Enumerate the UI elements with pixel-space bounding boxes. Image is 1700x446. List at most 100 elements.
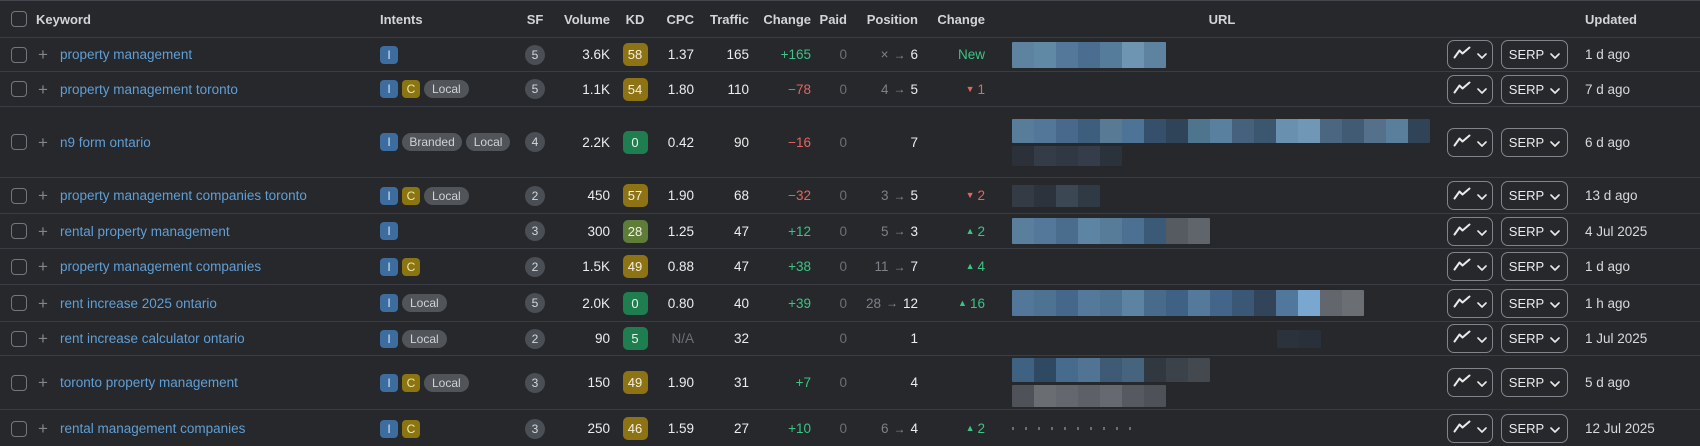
chevron-down-icon [1550, 375, 1561, 390]
add-keyword-button[interactable]: + [38, 293, 48, 313]
updated-value: 7 d ago [1585, 81, 1631, 97]
add-keyword-button[interactable]: + [38, 45, 48, 64]
position-current: 4 [910, 375, 918, 390]
serp-button-label: SERP [1508, 47, 1545, 62]
column-header-change[interactable]: Change [763, 11, 811, 27]
add-keyword-button[interactable]: + [38, 221, 48, 241]
serp-features-count: 3 [525, 221, 545, 241]
column-header-cpc[interactable]: CPC [666, 11, 694, 27]
kd-badge: 54 [622, 77, 648, 101]
serp-features-count: 5 [525, 79, 545, 99]
column-header-url[interactable]: URL [1208, 11, 1236, 27]
keyword-link[interactable]: property management toronto [60, 81, 238, 97]
url-redacted-bar [1012, 118, 1430, 143]
keyword-link[interactable]: rental management companies [60, 421, 246, 436]
row-checkbox[interactable] [11, 134, 27, 150]
cpc-value: 0.88 [667, 259, 694, 274]
trend-line-icon [1453, 295, 1471, 312]
serp-button[interactable]: SERP [1501, 127, 1568, 157]
keyword-link[interactable]: rent increase 2025 ontario [60, 295, 217, 311]
column-header-intents[interactable]: Intents [380, 11, 423, 27]
updated-value: 12 Jul 2025 [1585, 421, 1655, 436]
row-checkbox[interactable] [11, 223, 27, 239]
trend-chart-button[interactable] [1447, 368, 1493, 397]
trend-chart-button[interactable] [1447, 74, 1493, 104]
add-keyword-button[interactable]: + [38, 186, 48, 205]
add-keyword-button[interactable]: + [38, 373, 48, 392]
serp-button[interactable]: SERP [1501, 216, 1568, 246]
table-row: + rent increase calculator ontario I Local 2… [0, 321, 1700, 355]
row-checkbox[interactable] [11, 330, 27, 347]
serp-features-count: 5 [525, 293, 545, 313]
chevron-down-icon [1477, 421, 1487, 436]
url-redacted-bar [1012, 358, 1210, 382]
row-checkbox[interactable] [11, 81, 27, 97]
keyword-link[interactable]: property management companies [60, 259, 262, 274]
serp-button[interactable]: SERP [1501, 74, 1568, 104]
intent-badge-local: Local [466, 133, 510, 151]
serp-button[interactable]: SERP [1501, 288, 1568, 318]
row-checkbox[interactable] [11, 258, 27, 275]
column-header-kd[interactable]: KD [625, 11, 645, 27]
row-checkbox[interactable] [11, 374, 27, 391]
keyword-link[interactable]: property management [60, 47, 193, 62]
serp-button[interactable]: SERP [1501, 252, 1568, 281]
intent-badge-i: I [380, 45, 398, 64]
serp-button[interactable]: SERP [1501, 181, 1568, 210]
table-row: + n9 form ontario I Branded Local 4 2.2K 0 0.42 9… [0, 106, 1700, 177]
kd-badge: 49 [622, 255, 648, 278]
keyword-link[interactable]: rental property management [60, 223, 230, 239]
trend-chart-button[interactable] [1447, 324, 1493, 353]
add-keyword-button[interactable]: + [38, 132, 48, 152]
row-checkbox[interactable] [11, 187, 27, 204]
column-header-volume[interactable]: Volume [564, 11, 610, 27]
column-header-sf[interactable]: SF [526, 11, 544, 27]
position-change-value: 2 [977, 223, 985, 239]
column-header-position[interactable]: Position [866, 11, 918, 27]
serp-button[interactable]: SERP [1501, 40, 1568, 69]
intent-badge-c: C [402, 373, 420, 392]
column-header-updated[interactable]: Updated [1585, 11, 1637, 27]
add-keyword-button[interactable]: + [38, 329, 48, 348]
column-header-position-change[interactable]: Change [937, 11, 985, 27]
position-change-cell: ▲ 16 [925, 285, 985, 321]
position-current: 5 [910, 81, 918, 97]
keyword-link[interactable]: property management companies toronto [60, 188, 307, 203]
column-header-paid[interactable]: Paid [819, 11, 847, 27]
position-change-value: 16 [969, 295, 985, 311]
trend-chart-button[interactable] [1447, 181, 1493, 210]
serp-button[interactable]: SERP [1501, 368, 1568, 397]
intent-badge-branded: Branded [402, 133, 463, 151]
row-checkbox[interactable] [11, 420, 27, 437]
trend-chart-button[interactable] [1447, 252, 1493, 281]
add-keyword-button[interactable]: + [38, 419, 48, 438]
traffic-change-value: −32 [788, 188, 811, 203]
url-cell [1012, 178, 1432, 213]
keyword-link[interactable]: toronto property management [60, 375, 238, 390]
add-keyword-button[interactable]: + [38, 257, 48, 276]
row-checkbox[interactable] [11, 295, 27, 311]
traffic-change-value: +12 [788, 223, 811, 239]
paid-value: 0 [839, 259, 847, 274]
position-change-value: 2 [977, 421, 985, 436]
url-cell [1012, 214, 1432, 248]
position-cell: 11 → 7 [850, 249, 918, 284]
trend-chart-button[interactable] [1447, 216, 1493, 246]
serp-button[interactable]: SERP [1501, 324, 1568, 353]
add-keyword-button[interactable]: + [38, 79, 48, 99]
trend-chart-button[interactable] [1447, 414, 1493, 443]
trend-chart-button[interactable] [1447, 127, 1493, 157]
paid-value: 0 [839, 375, 847, 390]
row-checkbox[interactable] [11, 46, 27, 63]
column-header-keyword[interactable]: Keyword [36, 11, 91, 27]
trend-chart-button[interactable] [1447, 288, 1493, 318]
keyword-link[interactable]: n9 form ontario [60, 134, 151, 150]
position-arrow-icon: → [885, 296, 898, 310]
column-header-traffic[interactable]: Traffic [709, 11, 749, 27]
trend-line-icon [1453, 223, 1471, 240]
select-all-checkbox[interactable] [11, 11, 27, 27]
trend-chart-button[interactable] [1447, 40, 1493, 69]
serp-button[interactable]: SERP [1501, 414, 1568, 443]
keyword-link[interactable]: rent increase calculator ontario [60, 331, 245, 346]
position-change-cell: New [925, 38, 985, 71]
